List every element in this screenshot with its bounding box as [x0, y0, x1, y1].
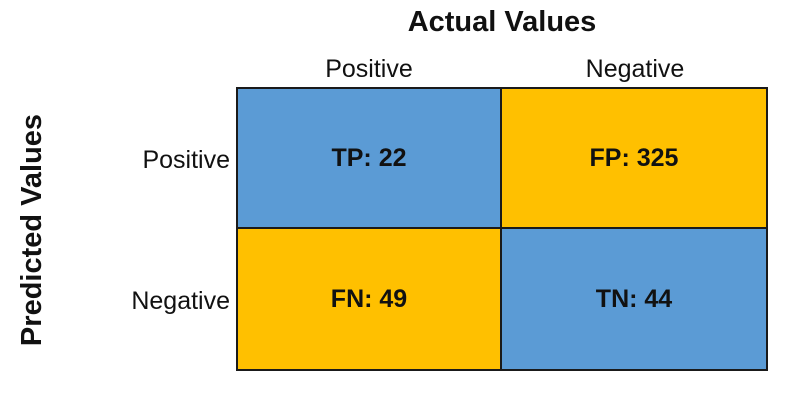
true-positive-cell: TP: 22 — [238, 89, 502, 229]
true-negative-cell: TN: 44 — [502, 229, 766, 369]
predicted-values-title: Predicted Values — [16, 113, 48, 347]
actual-values-title: Actual Values — [407, 6, 597, 38]
row-label-positive: Positive — [142, 146, 230, 174]
predicted-values-title-container: Predicted Values — [10, 88, 54, 372]
column-label-negative: Negative — [585, 55, 685, 83]
confusion-matrix-grid: TP: 22 FP: 325 FN: 49 TN: 44 — [236, 87, 768, 371]
row-label-negative: Negative — [131, 287, 230, 315]
false-negative-cell: FN: 49 — [238, 229, 502, 369]
column-label-positive: Positive — [325, 55, 413, 83]
false-positive-cell: FP: 325 — [502, 89, 766, 229]
